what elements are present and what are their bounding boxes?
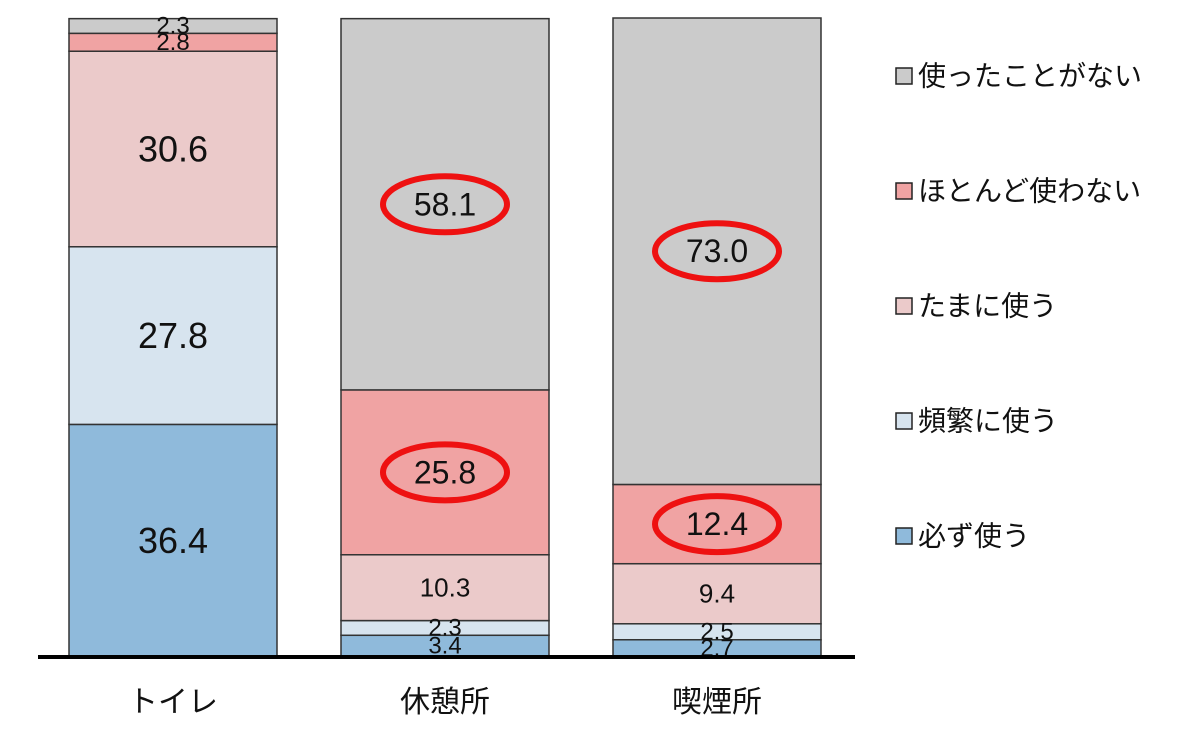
bar-segment-2-s5 [340, 17, 550, 391]
data-label-1-4: 2.8 [156, 29, 189, 56]
highlight-ellipses-layer [380, 173, 782, 556]
data-label-3-3: 9.4 [699, 579, 735, 609]
data-label-1-5: 2.3 [156, 12, 189, 39]
highlight-ellipse-3-4 [652, 493, 782, 556]
bar-segment-1-s1 [68, 423, 278, 658]
data-label-3-5: 73.0 [686, 233, 748, 269]
legend-swatch-1 [895, 67, 913, 85]
category-label-3: 喫煙所 [672, 685, 762, 720]
legend-label-1: 使ったことがない [918, 60, 1142, 93]
legend-label-3: たまに使う [918, 290, 1057, 323]
legend-label-2: ほとんど使わない [918, 175, 1141, 208]
data-label-3-4: 12.4 [686, 506, 748, 542]
legend-swatch-4 [895, 412, 913, 430]
data-label-3-2: 2.5 [700, 618, 733, 645]
highlight-ellipse-2-4 [380, 441, 510, 504]
data-label-2-5: 58.1 [414, 186, 476, 222]
legend-label-5: 必ず使う [918, 520, 1030, 553]
data-label-2-4: 25.8 [414, 454, 476, 490]
bar-segment-3-s5 [612, 17, 822, 486]
category-label-1: トイレ [128, 685, 218, 720]
bars-layer [68, 17, 822, 658]
data-label-1-1: 36.4 [138, 520, 208, 561]
bar-segment-1-s2 [68, 246, 278, 426]
highlight-ellipse-2-5 [380, 173, 510, 236]
bar-segment-1-s5 [68, 17, 278, 35]
data-label-1-2: 27.8 [138, 315, 208, 356]
legend-label-4: 頻繁に使う [918, 405, 1058, 438]
data-label-2-2: 2.3 [428, 614, 461, 641]
legend-swatch-5 [895, 527, 913, 545]
highlight-ellipse-3-5 [652, 220, 782, 283]
legend-swatch-3 [895, 297, 913, 315]
data-label-1-3: 30.6 [138, 128, 208, 169]
bar-segment-2-s4 [340, 389, 550, 556]
data-labels-layer: 36.427.830.62.82.33.42.310.325.858.12.72… [138, 12, 748, 661]
legend-swatch-2 [895, 182, 913, 200]
bar-segment-3-s3 [612, 562, 822, 625]
data-label-2-3: 10.3 [420, 573, 471, 603]
category-labels-layer: トイレ 休憩所 喫煙所 [128, 685, 762, 720]
category-label-2: 休憩所 [400, 685, 490, 720]
